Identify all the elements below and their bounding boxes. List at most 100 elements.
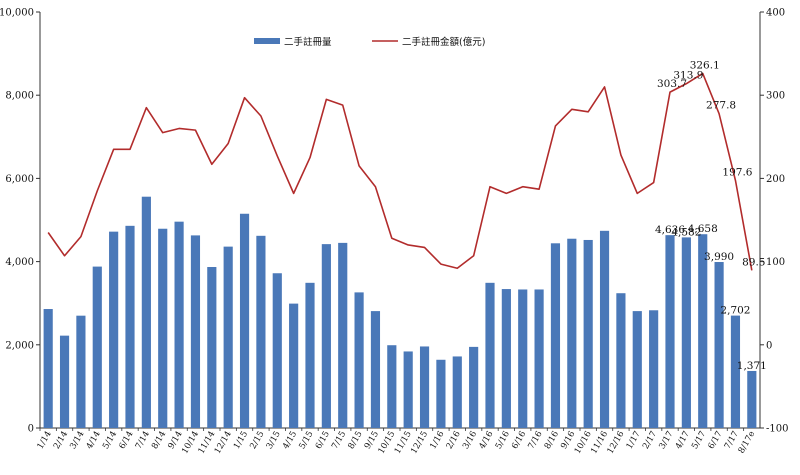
legend-bar-swatch [254, 38, 280, 44]
x-tick-label: 2/15 [248, 430, 266, 452]
x-tick-label: 1/16 [428, 430, 446, 452]
x-tick-label: 3/17 [657, 430, 675, 452]
x-tick-label: 7/16 [526, 430, 544, 452]
x-tick-label: 1/17 [625, 430, 643, 452]
bar [239, 213, 250, 428]
bar-data-label: 3,990 [704, 251, 734, 263]
x-tick-label: 12/16 [606, 430, 627, 456]
x-tick-label: 7/14 [134, 430, 152, 452]
bar [59, 335, 70, 428]
x-tick-label: 3/15 [265, 430, 283, 452]
bar [158, 228, 168, 428]
bar [43, 309, 53, 428]
bar [354, 292, 364, 428]
line-data-label: 313.9 [673, 70, 703, 82]
bar [321, 244, 331, 428]
x-tick-label: 5/16 [494, 430, 512, 452]
bar [256, 235, 266, 428]
bar [419, 346, 430, 428]
x-tick-label: 6/17 [706, 430, 724, 452]
y-right-tick-label: 400 [766, 8, 785, 19]
bar [305, 282, 315, 428]
x-tick-label: 4/15 [281, 430, 299, 452]
line-path [47, 72, 753, 271]
bar [681, 237, 691, 428]
y-right-tick-label: 0 [766, 340, 772, 351]
legend-bar-label: 二手註冊量 [284, 36, 332, 48]
bar [747, 370, 757, 428]
x-tick-label: 6/14 [117, 430, 135, 452]
bar [469, 346, 479, 428]
bar [567, 238, 577, 428]
x-tick-label: 4/14 [85, 430, 103, 452]
y-right-tick-label: 200 [766, 174, 785, 185]
x-tick-label: 12/14 [213, 430, 234, 456]
y-left-tick-label: 2,000 [5, 340, 34, 351]
y-right-tick-label: 300 [766, 91, 785, 102]
line-data-label: 197.6 [722, 166, 752, 178]
bar [207, 267, 217, 428]
line-data-label: 326.1 [690, 59, 720, 71]
x-tick-label: 12/15 [409, 430, 430, 456]
bar [338, 242, 348, 428]
y-right-tick-label: -100 [766, 424, 788, 435]
line-data-label: 277.8 [706, 100, 736, 112]
bar [485, 282, 495, 428]
bar [616, 293, 626, 428]
bar [92, 266, 102, 428]
x-tick-label: 3/14 [68, 430, 86, 452]
bar [370, 311, 381, 428]
x-tick-label: 8/15 [346, 430, 364, 452]
bar [518, 289, 528, 428]
bar [632, 311, 642, 428]
x-tick-label: 4/16 [477, 430, 495, 452]
bar [583, 239, 593, 428]
x-tick-label: 2/17 [641, 430, 659, 452]
bar [730, 315, 741, 428]
x-tick-label: 6/15 [314, 430, 332, 452]
bar [141, 196, 151, 428]
bar-data-label: 2,702 [720, 305, 750, 317]
x-tick-label: 5/15 [297, 430, 315, 452]
y-left-tick-label: 6,000 [5, 174, 34, 185]
bar [387, 345, 397, 428]
x-tick-label: 8/17e [737, 430, 758, 456]
x-tick-label: 5/14 [101, 430, 119, 452]
legend-line-label: 二手註冊金額(億元) [402, 36, 485, 48]
y-left-tick-label: 0 [28, 424, 34, 435]
bar [223, 246, 233, 428]
bar [174, 221, 184, 428]
line-series [47, 72, 753, 271]
bar [436, 359, 446, 428]
y-right-tick-label: 100 [766, 257, 785, 268]
y-left-tick-label: 8,000 [5, 91, 34, 102]
bar [599, 230, 610, 428]
bar [190, 235, 201, 428]
bar [109, 231, 119, 428]
bar [289, 303, 299, 428]
bar [714, 262, 724, 428]
bar [550, 243, 561, 428]
bar-data-label: 1,371 [737, 360, 767, 372]
bar [76, 315, 86, 428]
x-tick-label: 3/16 [461, 430, 479, 452]
x-tick-label: 2/16 [445, 430, 463, 452]
x-tick-label: 1/15 [232, 430, 250, 452]
line-data-label: 89.5 [742, 256, 765, 268]
bar [665, 235, 675, 428]
bar [125, 225, 135, 428]
bar-data-label: 4,636 [655, 224, 685, 236]
x-tick-label: 6/16 [510, 430, 528, 452]
x-tick-label: 1/14 [36, 430, 54, 452]
bar [501, 289, 511, 428]
x-tick-label: 2/14 [52, 430, 70, 452]
x-tick-label: 8/16 [543, 430, 561, 452]
x-tick-label: 8/14 [150, 430, 168, 452]
y-left-tick-label: 10,000 [0, 8, 34, 19]
bar [534, 289, 544, 428]
bar [698, 234, 708, 428]
x-tick-label: 7/15 [330, 430, 348, 452]
bar-data-label: 4,582 [671, 226, 701, 238]
